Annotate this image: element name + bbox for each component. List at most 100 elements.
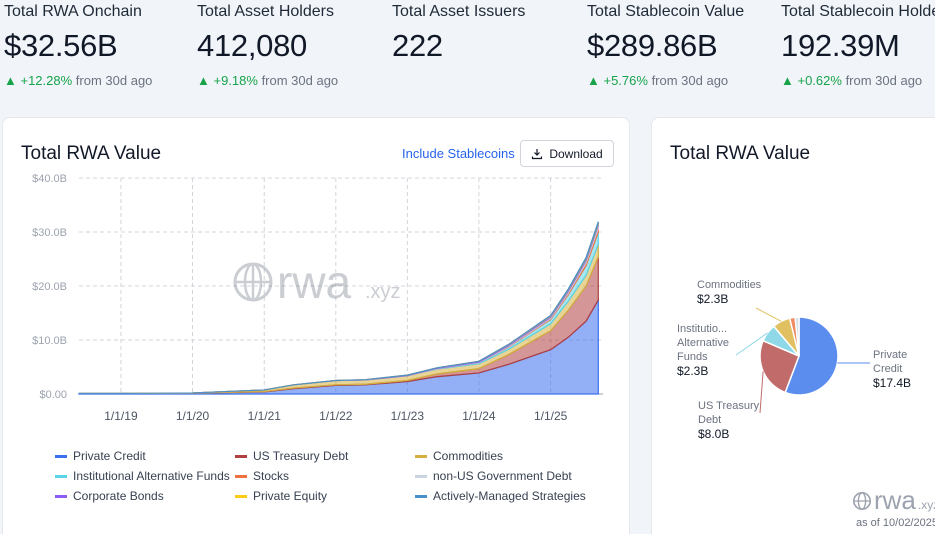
stat-change: ▲ +0.62% (781, 73, 842, 88)
x-tick-label: 1/1/24 (462, 409, 496, 423)
x-tick-label: 1/1/25 (534, 409, 568, 423)
stat-change-row: ▲ +12.28% from 30d ago (4, 73, 204, 88)
stat-change: ▲ +5.76% (587, 73, 648, 88)
legend-item[interactable]: Institutional Alternative Funds (55, 469, 230, 483)
legend-item[interactable]: Stocks (235, 469, 289, 483)
stat-total-asset-holders: Total Asset Holders 412,080 ▲ +9.18% fro… (197, 0, 397, 88)
y-tick-label: $40.0B (32, 173, 67, 185)
pie-label-name: Institutio... Alternative Funds (677, 323, 729, 363)
y-tick-label: $20.0B (32, 281, 67, 293)
stat-label: Total Stablecoin Holders (781, 3, 935, 20)
download-button[interactable]: Download (520, 140, 614, 167)
legend-label: Private Credit (73, 449, 146, 463)
stat-change-row: ▲ +0.62% from 30d ago (781, 73, 935, 88)
stat-value: 222 (392, 28, 443, 63)
globe-icon (853, 491, 871, 510)
pie-leader-line (759, 371, 764, 414)
include-stablecoins-link[interactable]: Include Stablecoins (402, 146, 515, 161)
pie-slice-us-treasury-debt[interactable] (759, 339, 800, 394)
chart-title: Total RWA Value (21, 143, 162, 164)
x-tick-label: 1/1/22 (319, 409, 353, 423)
legend-label: non-US Government Debt (433, 469, 572, 483)
pie-label-name: Private Credit (873, 349, 908, 375)
stat-change-suffix: from 30d ago (845, 73, 923, 88)
y-tick-label: $30.0B (32, 227, 67, 239)
legend-item[interactable]: Corporate Bonds (55, 489, 164, 503)
y-tick-label: $10.0B (32, 335, 67, 347)
logo-text: rwa (874, 485, 916, 515)
pie-label-value: $8.0B (698, 427, 730, 441)
legend-item[interactable]: Private Credit (55, 449, 146, 463)
legend-label: Stocks (253, 469, 290, 483)
pie-slice-private-credit[interactable] (784, 316, 839, 396)
stat-total-asset-issuers: Total Asset Issuers 222 (392, 0, 592, 64)
legend-swatch (235, 454, 247, 458)
pie-title: Total RWA Value (670, 143, 811, 164)
legend-swatch (415, 494, 427, 498)
stat-total-rwa-onchain: Total RWA Onchain $32.56B ▲ +12.28% from… (4, 0, 204, 88)
x-tick-label: 1/1/21 (248, 409, 282, 423)
pie-label-institutional-funds: Institutio... Alternative Funds $2.3B (677, 322, 737, 378)
area-series-actively-managed-strategies[interactable] (79, 221, 599, 395)
rwa-watermark: rwa .xyz (233, 256, 401, 308)
legend-item[interactable]: US Treasury Debt (235, 449, 348, 463)
stat-value: 192.39M (781, 28, 900, 63)
stat-change-suffix: from 30d ago (651, 73, 729, 88)
x-tick-label: 1/1/19 (104, 409, 138, 423)
y-tick-label: $0.00 (39, 389, 67, 401)
legend-swatch (415, 454, 427, 458)
rwa-breakdown-card: Total RWA Value Commodities $2.3B Instit… (651, 117, 935, 534)
legend-swatch (235, 494, 247, 498)
legend-item[interactable]: Actively-Managed Strategies (415, 489, 586, 503)
stat-change: ▲ +12.28% (4, 73, 73, 88)
legend-label: Corporate Bonds (73, 489, 164, 503)
legend-label: Private Equity (253, 489, 328, 503)
pie-label-name: US Treasury Debt (698, 400, 760, 426)
stat-total-stablecoin-holders: Total Stablecoin Holders 192.39M ▲ +0.62… (781, 0, 935, 88)
stat-change-row: ▲ +5.76% from 30d ago (587, 73, 787, 88)
logo-suffix: .xyz (917, 498, 935, 512)
pie-label-name: Commodities (697, 279, 762, 291)
stat-change: ▲ +9.18% (197, 73, 258, 88)
download-icon (532, 148, 543, 159)
pie-slice-non-us-government-debt[interactable] (794, 316, 800, 357)
legend-item[interactable]: Private Equity (235, 489, 327, 503)
pie-leader-line (755, 307, 782, 322)
legend-label: Actively-Managed Strategies (433, 489, 586, 503)
legend-label: US Treasury Debt (253, 449, 349, 463)
pie-label-private-credit: Private Credit $17.4B (873, 348, 933, 390)
legend-item[interactable]: Commodities (415, 449, 503, 463)
rwa-logo-small: rwa.xyz (852, 485, 935, 516)
stat-total-stablecoin-value: Total Stablecoin Value $289.86B ▲ +5.76%… (587, 0, 787, 88)
pie-chart (735, 307, 871, 414)
legend-swatch (55, 454, 67, 458)
globe-icon (233, 262, 273, 302)
stat-value: 412,080 (197, 28, 307, 63)
watermark-text: rwa (277, 256, 352, 308)
stat-change-suffix: from 30d ago (261, 73, 339, 88)
pie-label-commodities: Commodities $2.3B (697, 278, 761, 306)
pie-label-us-treasury: US Treasury Debt $8.0B (698, 399, 768, 441)
legend-swatch (55, 474, 67, 478)
stat-label: Total Stablecoin Value (587, 3, 745, 20)
x-tick-label: 1/1/20 (176, 409, 210, 423)
stat-label: Total RWA Onchain (4, 3, 142, 20)
as-of-date: as of 10/02/2025 (856, 517, 935, 529)
legend-label: Institutional Alternative Funds (73, 469, 230, 483)
pie-label-value: $17.4B (873, 376, 912, 390)
x-tick-label: 1/1/23 (391, 409, 425, 423)
legend-item[interactable]: non-US Government Debt (415, 469, 572, 483)
stat-change-suffix: from 30d ago (75, 73, 153, 88)
pie-label-value: $2.3B (677, 364, 709, 378)
stat-value: $289.86B (587, 28, 718, 63)
download-label: Download (549, 146, 603, 161)
rwa-value-chart-card: Total RWA Value Include Stablecoins Down… (2, 117, 630, 534)
legend-swatch (55, 494, 67, 498)
area-chart: rwa .xyz $40.0B $30.0B $20.0B $10.0B $0.00 1/… (32, 173, 603, 423)
stat-label: Total Asset Issuers (392, 3, 526, 20)
stat-label: Total Asset Holders (197, 3, 334, 20)
stat-value: $32.56B (4, 28, 118, 63)
legend-label: Commodities (433, 449, 504, 463)
pie-label-value: $2.3B (697, 292, 729, 306)
pie-leader-line (735, 332, 768, 356)
